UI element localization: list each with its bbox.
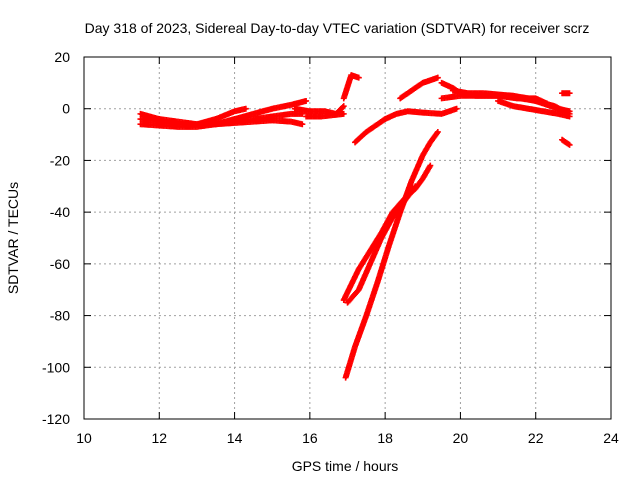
data-point-marker [427,162,434,169]
data-point-marker [453,105,460,112]
y-tick-label: -20 [50,152,70,168]
series-arc-4 [212,117,306,128]
data-point-marker [566,90,573,97]
y-tick-label: -40 [50,204,70,220]
series-arc-10 [342,128,441,381]
data-point-marker [303,97,310,104]
y-tick-label: 20 [54,49,70,65]
series-arc-12 [397,74,441,102]
y-tick-label: 0 [62,101,70,117]
data-point-marker [434,74,441,81]
series-arc-3 [137,105,249,128]
x-tick-label: 18 [377,430,393,446]
data-point-marker [299,121,306,128]
data-point-marker [340,110,347,117]
x-axis-label: GPS time / hours [292,458,399,474]
data-point-marker [566,108,573,115]
y-axis-label: SDTVAR / TECUs [5,182,21,294]
series-arc-6 [303,110,347,120]
series-arc-16 [495,97,573,120]
x-tick-label: 20 [453,430,469,446]
y-tick-label: -100 [42,359,70,375]
y-tick-label: -120 [42,411,70,427]
y-tick-label: -60 [50,256,70,272]
series-arc-18 [559,136,573,148]
series-arc-11 [344,183,419,306]
x-tick-label: 12 [151,430,167,446]
series-arc-17 [559,90,573,97]
data-point-marker [566,113,573,120]
x-tick-label: 22 [528,430,544,446]
data-point-marker [340,103,347,110]
data-point-marker [411,184,418,191]
data-point-marker [412,183,419,190]
x-tick-label: 10 [76,430,92,446]
axis-ticks: 10 12 14 16 18 20 22 24 -120 -100 -80 -60 -40 -20 0 20 [42,49,619,446]
data-point-marker [242,105,249,112]
data-point-marker [566,141,573,148]
series-arc-8 [352,105,460,146]
x-tick-label: 24 [603,430,619,446]
data-point-marker [339,104,346,111]
data-point-marker [434,128,441,135]
data-point-marker [355,74,362,81]
y-tick-label: -80 [50,308,70,324]
series-arc-15 [449,87,573,115]
x-tick-label: 16 [302,430,318,446]
plot-frame [83,56,612,420]
series-arc-7 [340,72,362,102]
chart-title: Day 318 of 2023, Sidereal Day-to-day VTE… [85,20,590,36]
data-point-marker [434,130,441,137]
x-tick-label: 14 [227,430,243,446]
data-points [137,72,573,381]
